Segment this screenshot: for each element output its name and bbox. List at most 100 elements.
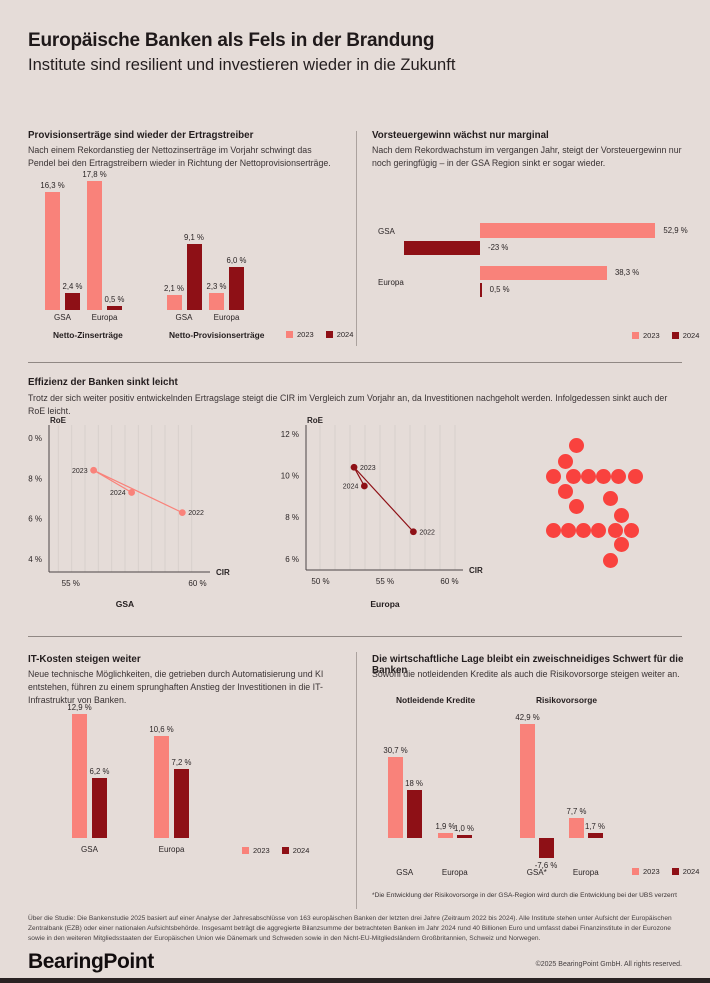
- bar-2023-Europa: [209, 293, 224, 310]
- chart-cir-roe-gsa: RoE CIR 10 % 8 % 6 % 4 % 55 % 60 % 2022 2023 2024 G…: [24, 415, 268, 615]
- region-label: GSA: [116, 599, 134, 609]
- bar-2023-GSA: [166, 294, 182, 310]
- value-label: 30,7 %: [383, 745, 408, 755]
- value-label: 0,5 %: [489, 285, 510, 295]
- legend-item-2023: 2023: [286, 330, 314, 339]
- value-label: 1,9 %: [435, 821, 456, 831]
- legend-swatch-2023: [632, 332, 639, 339]
- row-label-Europa: Europa: [378, 278, 404, 287]
- point-year-label: 2023: [360, 465, 376, 472]
- value-label: 6,0 %: [226, 255, 247, 265]
- category-label: Europa: [441, 868, 468, 877]
- y-tick-label: 10 %: [281, 472, 299, 481]
- legend-swatch-2024: [671, 868, 679, 875]
- value-label: 42,9 %: [515, 713, 540, 723]
- legend-label: 2023: [297, 330, 314, 339]
- subchart-title: Notleidende Kredite: [396, 695, 476, 705]
- x-axis-label: CIR: [216, 568, 230, 577]
- value-label: 7,7 %: [566, 806, 587, 816]
- legend-item-2023: 2023: [632, 867, 660, 876]
- value-label: 38,3 %: [614, 268, 640, 278]
- category-label: GSA: [81, 845, 98, 854]
- legend-swatch-2024: [325, 331, 333, 338]
- chart-legend: 2023 2024: [286, 330, 353, 339]
- point-year-label: 2022: [188, 510, 204, 517]
- group-title: Netto-Zinserträge: [53, 330, 123, 340]
- value-label: 18 %: [405, 779, 423, 789]
- value-label: -7,6 %: [534, 861, 558, 871]
- bar-2023-Europa: [569, 817, 584, 838]
- arrow-dot: [602, 490, 618, 506]
- double-arrow-dots-icon: [540, 430, 650, 575]
- legend-item-2024: 2024: [281, 846, 310, 855]
- bar-2023-GSA: [72, 714, 87, 838]
- bar-2023-Europa: [438, 832, 453, 838]
- footer-copyright: ©2025 BearingPoint GmbH. All rights rese…: [535, 961, 682, 968]
- value-label: 17,8 %: [82, 169, 107, 179]
- point-year-label: 2024: [343, 484, 359, 491]
- y-tick-label: 6 %: [285, 555, 299, 564]
- divider-horizontal-1: [28, 362, 682, 363]
- y-axis-label: RoE: [50, 416, 67, 425]
- arrow-dot: [575, 522, 591, 538]
- bar-2024-GSA: [92, 778, 107, 838]
- bar-2023-Europa: [87, 180, 102, 310]
- legend-label: 2023: [643, 867, 660, 876]
- page-title: Europäische Banken als Fels in der Brand…: [28, 30, 435, 51]
- arrow-dot: [557, 483, 573, 499]
- category-label: GSA: [396, 868, 414, 877]
- value-label: 6,2 %: [89, 767, 110, 777]
- legend-item-2024: 2024: [325, 330, 354, 339]
- legend-swatch-2023: [242, 847, 249, 854]
- bar-2023-GSA: [45, 191, 60, 310]
- category-label: GSA*: [526, 868, 547, 877]
- scatter-plot-Europa: RoE CIR 12 % 10 % 8 % 6 % 50 % 55 % 60 % 2022 2023…: [281, 416, 483, 609]
- chart-it-kosten: 12,9 % 6,2 % GSA 10,6 % 7,2 % Europa 2023 2024: [28, 700, 343, 860]
- x-tick-label: 55 %: [62, 579, 80, 588]
- data-point-2023: [350, 463, 358, 471]
- y-tick-label: 8 %: [285, 513, 299, 522]
- arrow-dot: [565, 469, 581, 485]
- legend-label: 2024: [292, 846, 310, 855]
- category-label: Europa: [91, 313, 118, 322]
- value-label: 9,1 %: [184, 233, 204, 243]
- divider-vertical-bottom: [356, 652, 357, 909]
- bar-2023-GSA*: [520, 724, 535, 838]
- section-it-kosten-title: IT-Kosten steigen weiter: [28, 654, 141, 665]
- point-year-label: 2024: [110, 490, 126, 497]
- category-label: Europa: [158, 845, 185, 854]
- y-tick-label: 4 %: [28, 555, 42, 564]
- arrow-dot: [607, 522, 623, 538]
- value-label: 7,2 %: [171, 757, 192, 767]
- legend-label: 2024: [682, 867, 700, 876]
- legend-item-2024: 2024: [671, 331, 700, 340]
- arrow-dot: [569, 437, 585, 453]
- divider-horizontal-2: [28, 636, 682, 637]
- section-effizienz-title: Effizienz der Banken sinkt leicht: [28, 377, 178, 388]
- divider-vertical-top: [356, 131, 357, 346]
- point-year-label: 2022: [419, 529, 435, 536]
- bearingpoint-logo: BearingPoint: [28, 950, 154, 973]
- value-label: 2,1 %: [164, 283, 184, 293]
- bar-2023-GSA: [480, 223, 656, 238]
- section-ertragstreiber-body: Nach einem Rekordanstieg der Nettozinser…: [28, 145, 331, 168]
- group-title: Netto-Provisionserträge: [169, 330, 265, 340]
- value-label: 52,9 %: [663, 225, 688, 235]
- arrow-dot: [580, 469, 596, 485]
- footer-bottom-bar: [0, 978, 710, 983]
- chart-legend: 2023 2024: [632, 331, 699, 340]
- region-label: Europa: [370, 599, 400, 609]
- section-ertragstreiber-title: Provisionserträge sind wieder der Ertrag…: [28, 130, 254, 141]
- legend-label: 2024: [682, 331, 700, 340]
- data-point-2022: [409, 528, 417, 536]
- bar-2024-Europa: [456, 835, 472, 838]
- chart-lage: Notleidende Kredite 30,7 % 18 % GSA 1,9 % 1,0…: [372, 690, 699, 882]
- arrow-dot: [545, 522, 561, 538]
- value-label: 2,4 %: [62, 281, 83, 291]
- bar-2023-Europa: [480, 265, 607, 281]
- y-tick-label: 6 %: [28, 515, 42, 524]
- legend-label: 2024: [336, 330, 354, 339]
- legend-item-2023: 2023: [242, 846, 270, 855]
- category-label: GSA: [175, 313, 193, 322]
